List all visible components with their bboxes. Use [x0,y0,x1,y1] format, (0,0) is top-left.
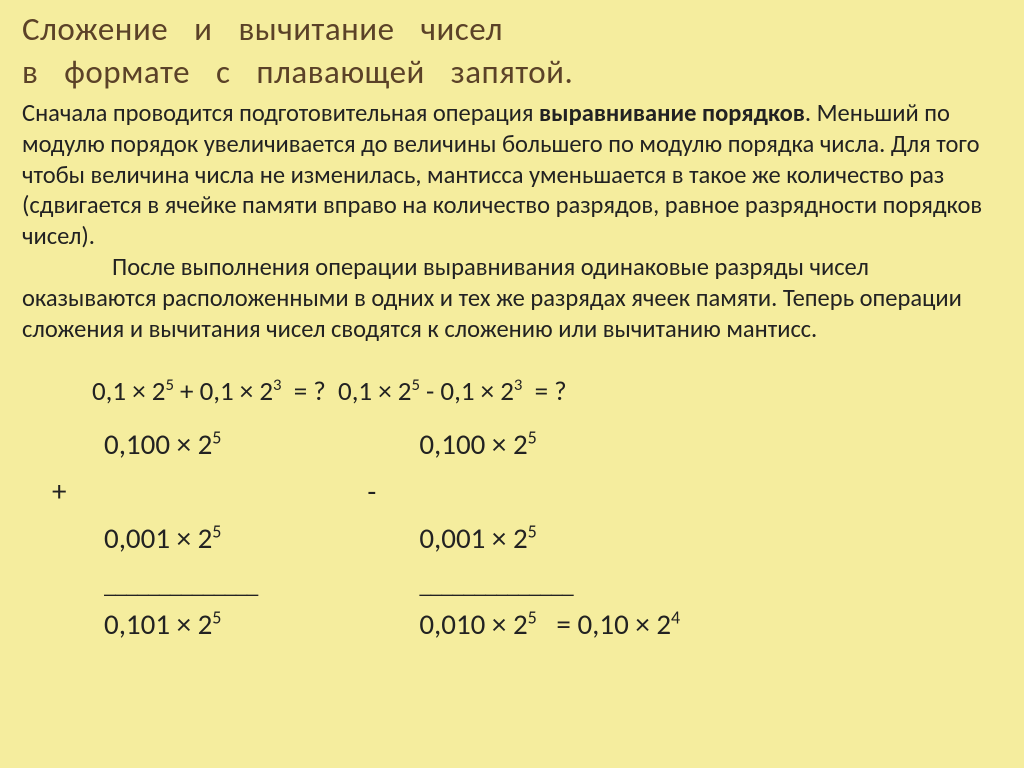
sub-ex: 4 [671,606,680,628]
para1-bold: выравнивание порядков [539,98,805,128]
add-result: +0,101 × 25 [52,610,257,639]
add-mr: 0,101 [104,606,170,642]
sub-row-2: -0,001 × 25 [367,524,680,553]
slide-title: Сложение и вычитание чисел в формате с п… [22,8,1002,94]
plus-operator: + [52,477,104,506]
title-line-2: в формате с плавающей запятой. [22,52,573,92]
sub-m1: 0,100 [419,426,485,462]
sub-e1: 5 [528,426,537,448]
add-e2: 5 [212,520,221,542]
sub-row-1: -0,100 × 25 [367,430,680,459]
add-br: 2 [198,606,213,642]
sub-b1: 2 [513,426,528,462]
add-row-2: +0,001 × 25 [52,524,257,553]
sub-result: -0,010 × 25 = 0,10 × 24 [367,610,680,639]
para1-text-1: Сначала проводится подготовительная опер… [22,98,539,128]
add-operator-row: + [52,477,257,506]
title-line-1: Сложение и вычитание чисел [22,9,503,49]
sub-b2: 2 [513,520,528,556]
add-m1: 0,100 [104,426,170,462]
add-e1: 5 [212,426,221,448]
add-er: 5 [212,606,221,628]
para2-text: После выполнения операции выравнивания о… [22,252,962,344]
sub-mx: 0,10 [577,606,628,642]
calculation-area: +0,100 × 25 + +0,001 × 25 ______________… [52,430,1002,657]
add-b2: 2 [198,520,213,556]
sub-e2: 5 [528,520,537,542]
sub-er: 5 [528,606,537,628]
add-m2: 0,001 [104,520,170,556]
paragraph-1: Сначала проводится подготовительная опер… [22,98,1002,252]
sub-operator-row: - [367,477,680,506]
sub-m2: 0,001 [419,520,485,556]
calc-addition: +0,100 × 25 + +0,001 × 25 ______________… [52,430,257,657]
calc-subtraction: -0,100 × 25 - -0,001 × 25 ______________… [367,430,680,657]
sub-rule: ______________ [419,571,680,600]
sub-br: 2 [513,606,528,642]
add-b1: 2 [198,426,213,462]
sub-mr: 0,010 [419,606,485,642]
sub-eq: = [550,606,578,642]
sub-bx: 2 [656,606,671,642]
paragraph-2: После выполнения операции выравнивания о… [22,252,1002,345]
add-rule: ______________ [104,571,257,600]
equation-line: 0,1 × 25 + 0,1 × 23 = ? 0,1 × 25 - 0,1 ×… [92,375,1002,408]
add-row-1: +0,100 × 25 [52,430,257,459]
minus-operator: - [367,477,419,506]
